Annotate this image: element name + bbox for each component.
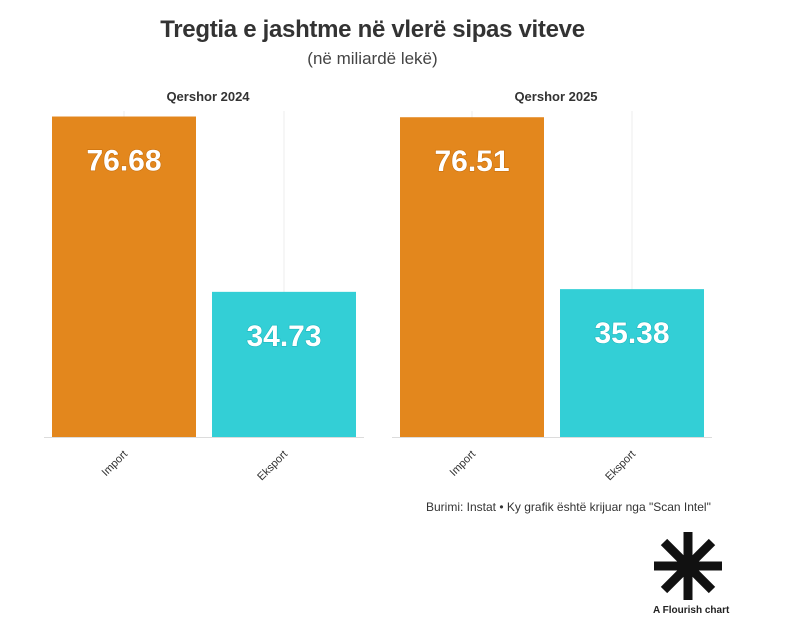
data-label: 76.51 <box>434 145 509 178</box>
chart-subtitle: (në miliardë lekë) <box>307 49 438 68</box>
bar-eksport <box>212 291 356 437</box>
x-tick-label: Import <box>100 448 131 479</box>
chart-title: Tregtia e jashtme në vlerë sipas viteve <box>160 16 585 43</box>
bar-import <box>52 116 196 438</box>
x-tick-label: Eksport <box>603 448 638 483</box>
bar-import <box>400 117 544 438</box>
flourish-credit[interactable]: A Flourish chart <box>653 605 730 616</box>
panel-title-2025: Qershor 2025 <box>514 89 598 104</box>
data-label: 76.68 <box>86 145 161 178</box>
data-label: 35.38 <box>594 317 669 350</box>
source-note: Burimi: Instat • Ky grafik është krijuar… <box>426 500 711 514</box>
flourish-asterisk-icon[interactable] <box>650 528 726 604</box>
data-label: 34.73 <box>246 320 321 353</box>
x-tick-label: Eksport <box>255 448 290 483</box>
bar-eksport <box>560 289 704 437</box>
x-tick-label: Import <box>448 448 479 479</box>
panel-title-2024: Qershor 2024 <box>166 89 250 104</box>
